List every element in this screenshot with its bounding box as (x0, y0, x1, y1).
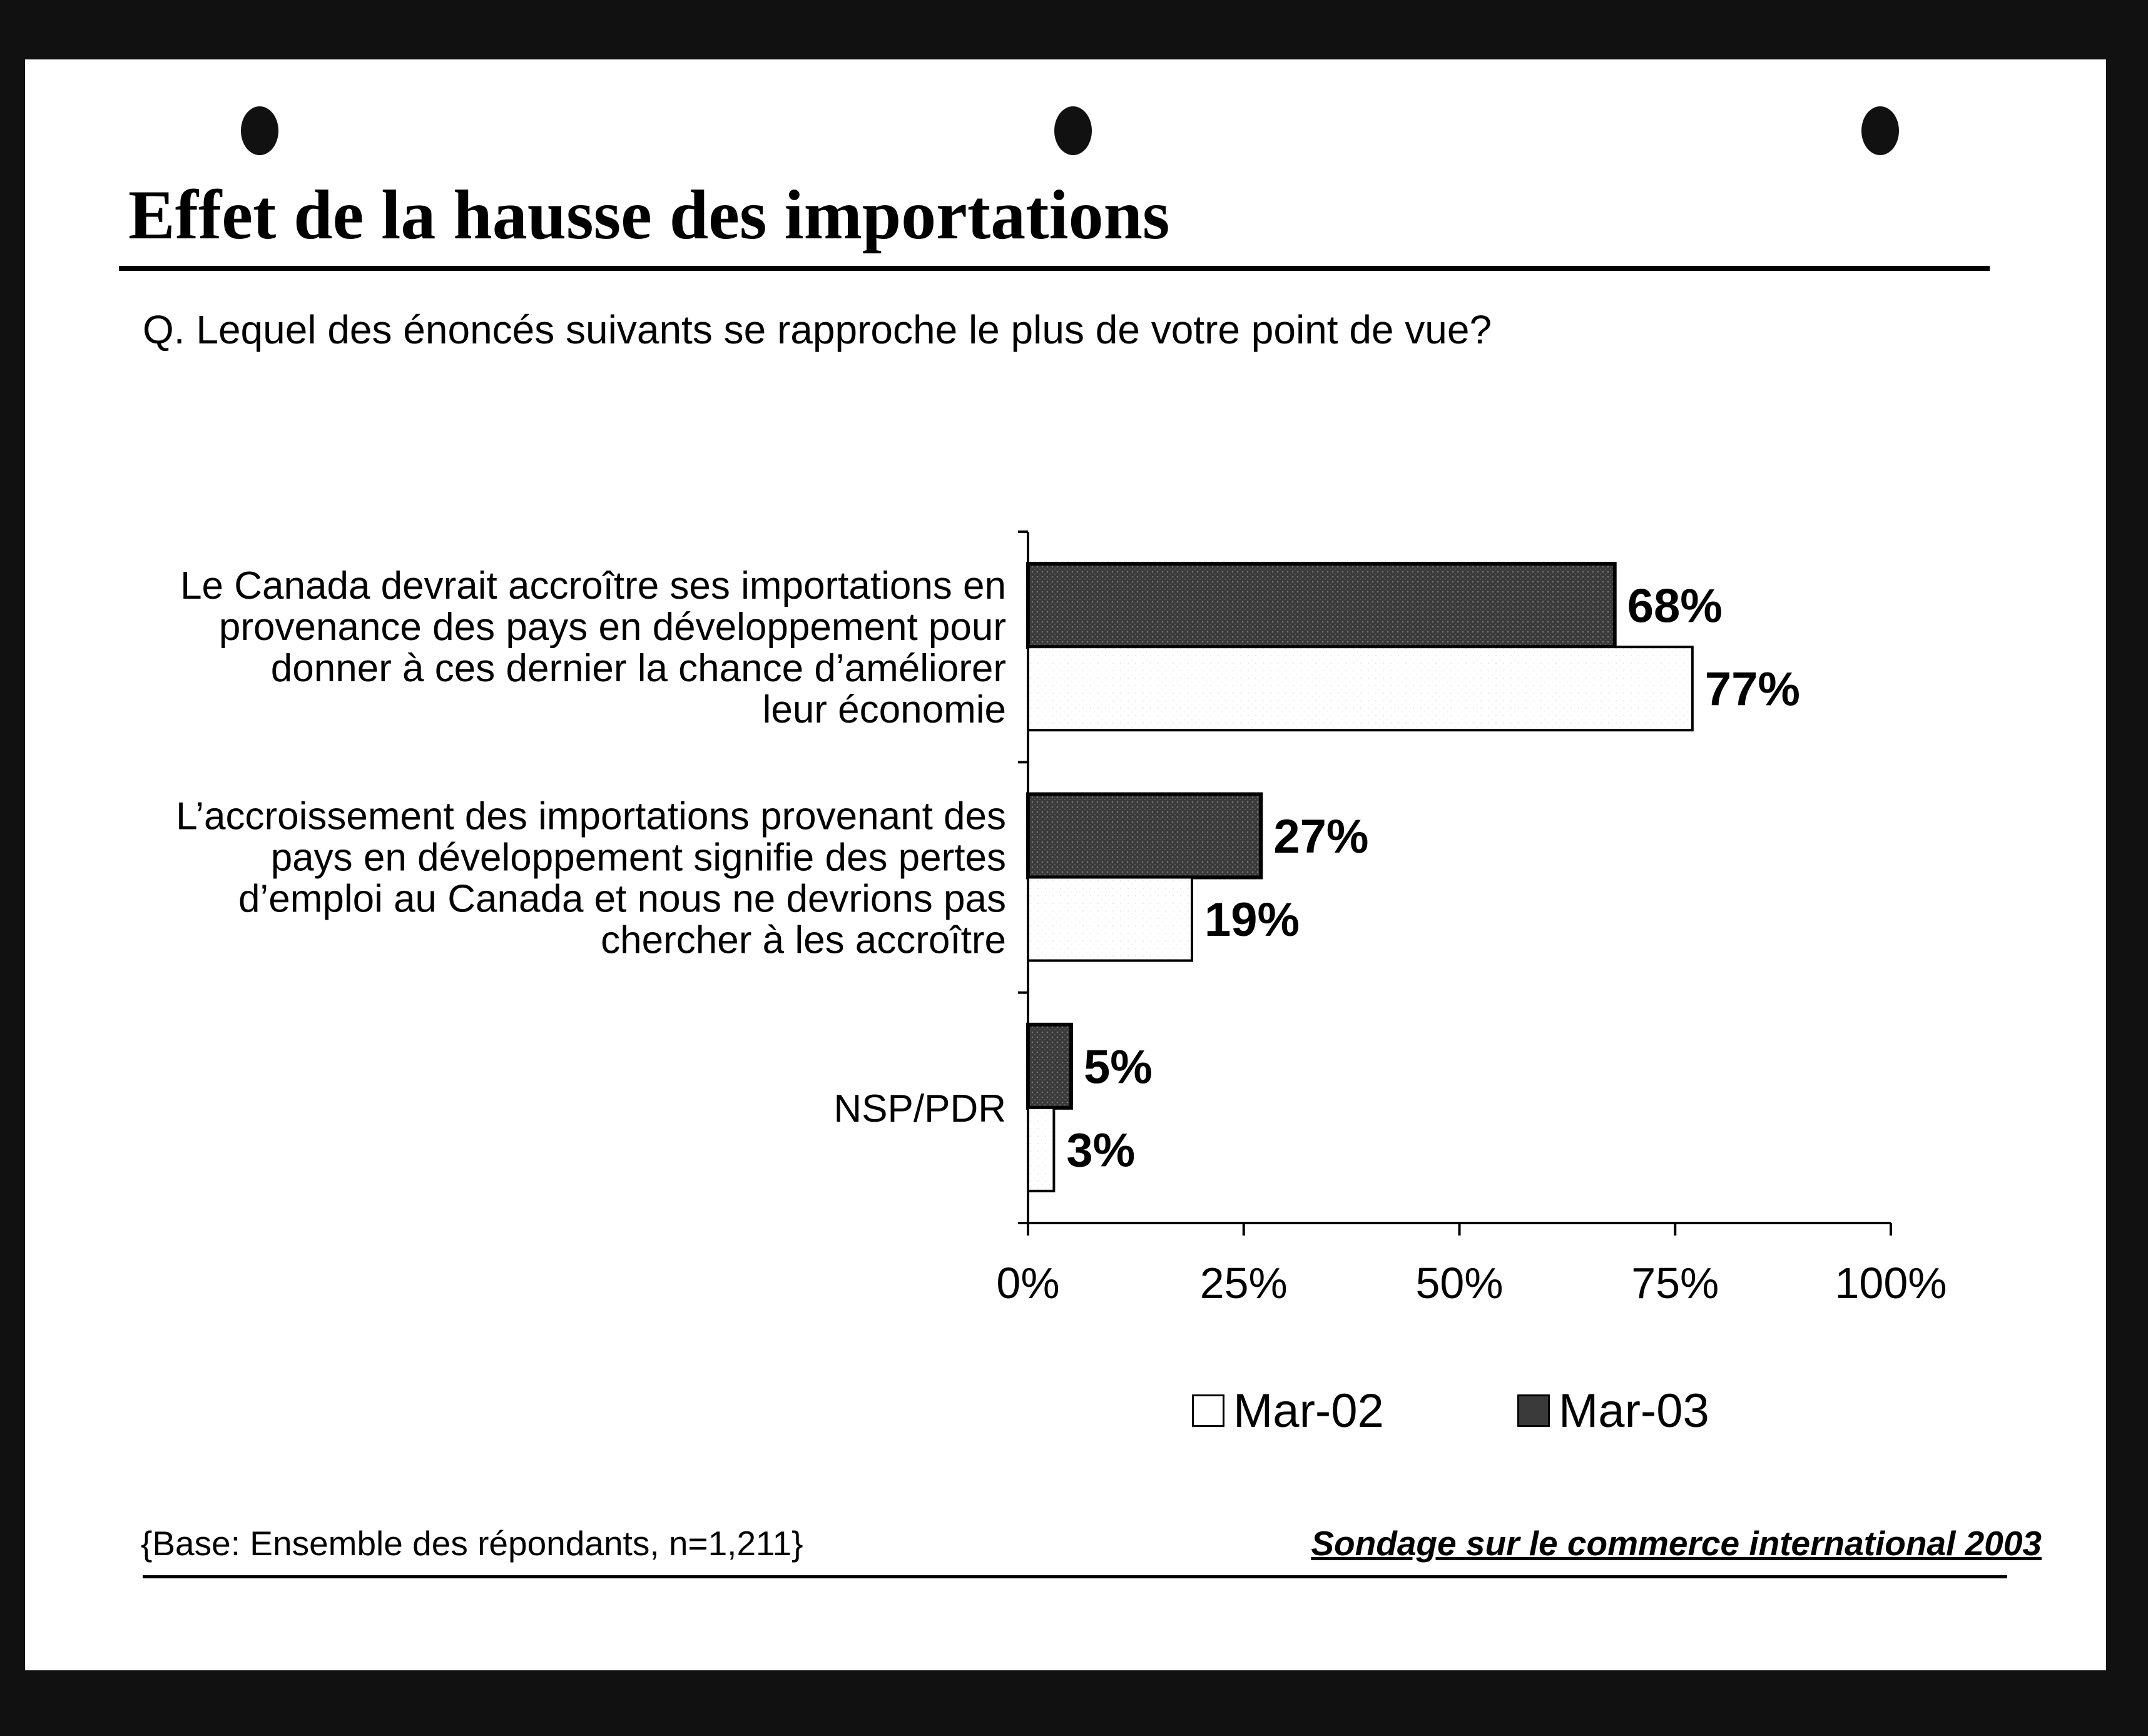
value-label-mar03-0: 68% (1627, 580, 1723, 633)
category-label-1-line-3: chercher à les accroître (601, 919, 1006, 962)
base-note: {Base: Ensemble des répondants, n=1,211} (141, 1524, 803, 1563)
category-label-1-line-0: L’accroissement des importations provena… (176, 795, 1006, 838)
footer-rule (143, 1575, 2007, 1578)
value-label-mar03-2: 5% (1084, 1040, 1153, 1094)
value-label-mar02-2: 3% (1066, 1124, 1135, 1177)
category-label-0-line-0: Le Canada devrait accroître ses importat… (180, 564, 1006, 607)
bar-mar03-2 (1026, 1022, 1073, 1110)
legend-item-mar03: Mar-03 (1517, 1376, 1709, 1445)
category-label-1-line-2: d’emploi au Canada et nous ne devrions p… (238, 878, 1006, 921)
chart-legend: Mar-02 Mar-03 (1192, 1376, 1755, 1445)
value-label-mar02-0: 77% (1705, 663, 1800, 716)
value-label-mar02-1: 19% (1204, 893, 1300, 947)
category-label-0-line-2: donner à ces dernier la chance d’amélior… (271, 647, 1006, 690)
value-label-mar03-1: 27% (1273, 810, 1368, 863)
legend-label-mar02: Mar-02 (1233, 1384, 1384, 1438)
bar-mar02-1 (1027, 876, 1194, 962)
x-tick-label-3: 75% (1631, 1259, 1719, 1307)
punch-hole-left (241, 106, 278, 155)
category-label-2-line-0: NSP/PDR (833, 1087, 1006, 1130)
category-label-0-line-3: leur économie (763, 688, 1006, 731)
bar-mar02-2 (1027, 1106, 1056, 1192)
legend-item-mar02: Mar-02 (1192, 1376, 1384, 1445)
bar-chart: 0% 25% 50% 75% 100% 68% 77% Le Canada devrait a… (176, 530, 1947, 1307)
category-label-0-line-1: provenance des pays en développement pou… (219, 606, 1006, 649)
legend-label-mar03: Mar-03 (1559, 1384, 1709, 1438)
bar-mar03-1 (1026, 792, 1263, 880)
category-label-1-line-1: pays en développement signifie des perte… (271, 836, 1006, 880)
bar-mar02-0 (1027, 646, 1694, 732)
punch-hole-center (1054, 106, 1092, 155)
x-tick-label-2: 50% (1415, 1259, 1503, 1307)
legend-swatch-mar02 (1192, 1394, 1224, 1427)
x-tick-label-4: 100% (1835, 1259, 1947, 1307)
question-text: Q. Lequel des énoncés suivants se rappro… (143, 307, 1492, 352)
title-rule (119, 266, 1990, 271)
x-tick-label-1: 25% (1200, 1259, 1288, 1307)
punch-hole-right (1861, 106, 1899, 155)
legend-swatch-mar03 (1517, 1394, 1550, 1427)
bar-mar03-0 (1026, 562, 1617, 649)
page-title: Effet de la hausse des importations (128, 176, 1170, 254)
source-note: Sondage sur le commerce international 20… (1311, 1524, 2042, 1563)
x-tick-label-0: 0% (996, 1259, 1059, 1307)
